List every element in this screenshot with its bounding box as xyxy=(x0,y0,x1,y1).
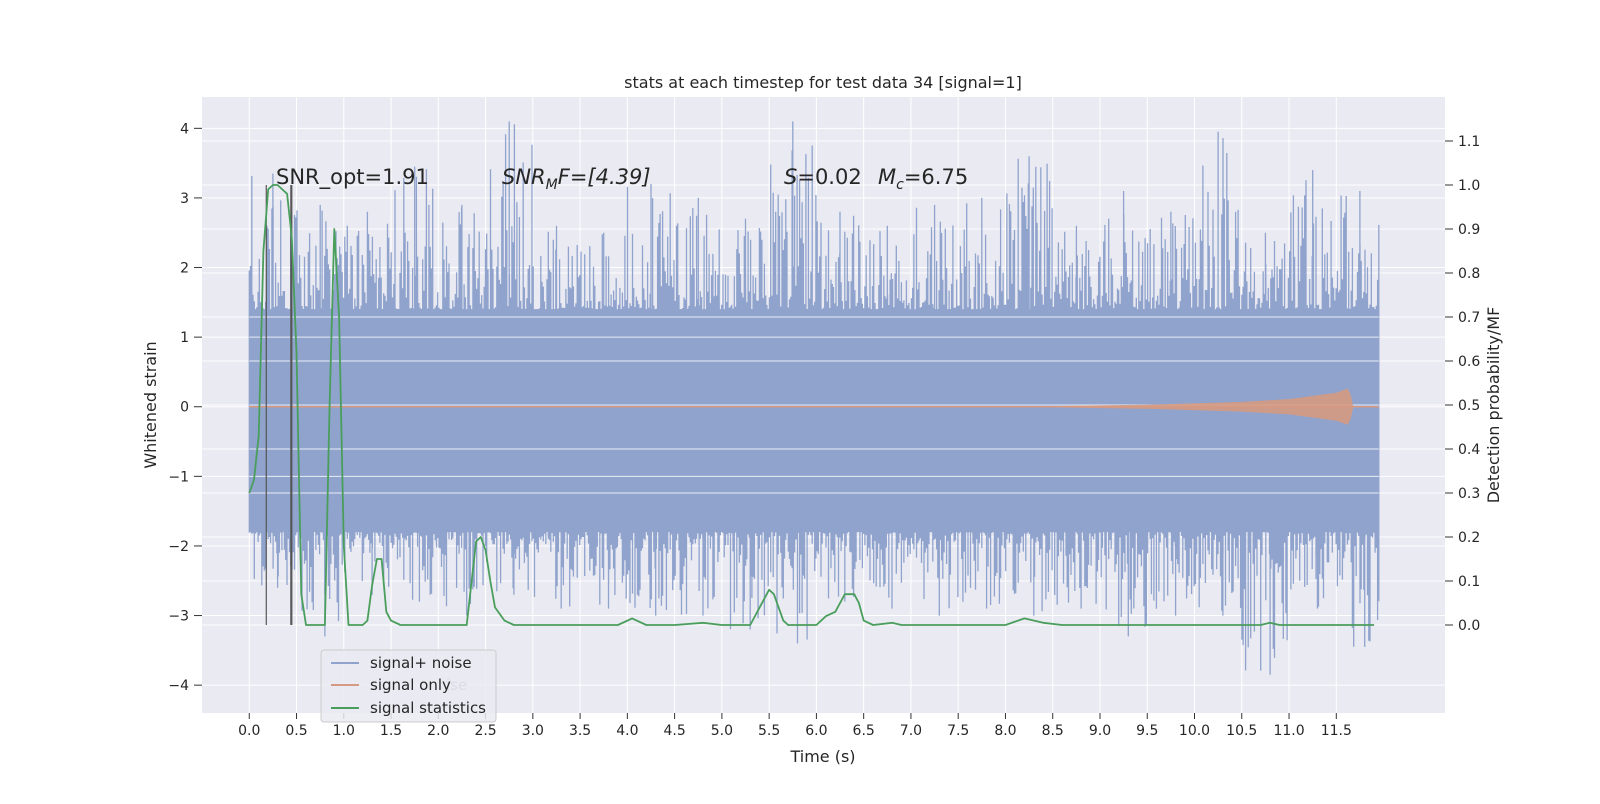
x-tick-label: 1.5 xyxy=(380,723,402,739)
y-left-tick-label: −4 xyxy=(168,678,189,694)
x-tick-label: 6.5 xyxy=(853,723,875,739)
y-right-tick-label: 0.0 xyxy=(1458,618,1480,634)
y-right-tick-label: 0.9 xyxy=(1458,222,1480,238)
y-axis-left-ticks: −4 −3 −2 −1 0 1 2 3 4 xyxy=(168,121,202,694)
y-axis-left-label: Whitened strain xyxy=(141,341,160,468)
x-tick-label: 8.5 xyxy=(1042,723,1064,739)
series-signal-only xyxy=(249,388,1379,425)
x-tick-label: 5.5 xyxy=(758,723,780,739)
y-left-tick-label: 0 xyxy=(180,400,189,416)
x-tick-label: 0.5 xyxy=(285,723,307,739)
s-main: S xyxy=(784,165,797,189)
x-tick-label: 9.5 xyxy=(1136,723,1158,739)
x-tick-label: 5.0 xyxy=(711,723,733,739)
annotation-s: S=0.02 xyxy=(784,165,862,189)
x-tick-label: 4.0 xyxy=(616,723,638,739)
legend-label-signal-statistics: signal statistics xyxy=(370,699,486,717)
annotation-snr-opt: SNR_opt=1.91 xyxy=(276,165,429,190)
y-right-tick-label: 0.4 xyxy=(1458,442,1480,458)
series-signal-statistics xyxy=(248,184,1375,626)
y-right-tick-label: 0.3 xyxy=(1458,486,1480,502)
y-axis-right-ticks: 0.0 0.1 0.2 0.3 0.4 0.5 0.6 0.7 0.8 0.9 1.0 1.1 xyxy=(1445,134,1480,634)
x-tick-label: 7.5 xyxy=(947,723,969,739)
y-right-tick-label: 0.7 xyxy=(1458,310,1480,326)
x-tick-label: 1.0 xyxy=(333,723,355,739)
x-axis-label: Time (s) xyxy=(789,747,855,766)
y-right-tick-label: 0.6 xyxy=(1458,354,1480,370)
y-left-tick-label: 4 xyxy=(180,121,189,137)
mc-main: M xyxy=(878,165,896,189)
y-right-tick-label: 1.1 xyxy=(1458,134,1480,150)
y-left-tick-label: 3 xyxy=(180,191,189,207)
y-right-tick-label: 0.8 xyxy=(1458,266,1480,282)
snr-mf-main: SNR xyxy=(502,165,546,189)
legend-ghost-text: ise xyxy=(446,676,467,694)
x-tick-label: 0.0 xyxy=(238,723,260,739)
s-rest: =0.02 xyxy=(797,165,861,189)
x-tick-label: 3.5 xyxy=(569,723,591,739)
x-tick-label: 8.0 xyxy=(994,723,1016,739)
series-signal-noise xyxy=(248,121,1380,675)
legend-label-signal-only: signal only xyxy=(370,676,451,694)
legend-label-signal-noise: signal+ noise xyxy=(370,654,472,672)
y-left-tick-label: 1 xyxy=(180,330,189,346)
chart-title: stats at each timestep for test data 34 … xyxy=(624,73,1022,92)
x-tick-label: 6.0 xyxy=(805,723,827,739)
y-right-tick-label: 1.0 xyxy=(1458,178,1480,194)
y-right-tick-label: 0.5 xyxy=(1458,398,1480,414)
y-left-tick-label: −3 xyxy=(168,609,189,625)
stats-line xyxy=(248,184,1375,626)
x-tick-label: 2.5 xyxy=(474,723,496,739)
mc-sub: c xyxy=(896,177,904,193)
mc-rest: =6.75 xyxy=(904,165,968,189)
x-tick-label: 7.0 xyxy=(900,723,922,739)
x-tick-label: 10.0 xyxy=(1179,723,1210,739)
x-tick-label: 9.0 xyxy=(1089,723,1111,739)
y-right-tick-label: 0.1 xyxy=(1458,574,1480,590)
y-right-tick-label: 0.2 xyxy=(1458,530,1480,546)
y-left-tick-label: −2 xyxy=(168,539,189,555)
x-tick-label: 2.0 xyxy=(427,723,449,739)
annotation-snr-mf: SNRMF=[4.39] xyxy=(502,165,651,193)
snr-mf-f: F=[4.39] xyxy=(558,165,651,189)
x-tick-label: 11.0 xyxy=(1273,723,1304,739)
x-tick-label: 3.0 xyxy=(522,723,544,739)
snr-mf-sub: M xyxy=(546,177,558,193)
x-tick-label: 10.5 xyxy=(1226,723,1257,739)
x-axis-ticks: 0.0 0.5 1.0 1.5 2.0 2.5 3.0 3.5 4.0 4.5 5.0 5.5 6.0 6… xyxy=(238,713,1352,739)
y-axis-right-label: Detection probability/MF xyxy=(1484,307,1503,504)
y-left-tick-label: 2 xyxy=(180,261,189,277)
x-tick-label: 4.5 xyxy=(663,723,685,739)
y-left-tick-label: −1 xyxy=(168,469,189,485)
legend-box xyxy=(320,649,497,723)
legend: signal+ noise ise signal only signal sta… xyxy=(320,649,497,723)
x-tick-label: 11.5 xyxy=(1321,723,1352,739)
annotation-mc: Mc=6.75 xyxy=(878,165,968,193)
